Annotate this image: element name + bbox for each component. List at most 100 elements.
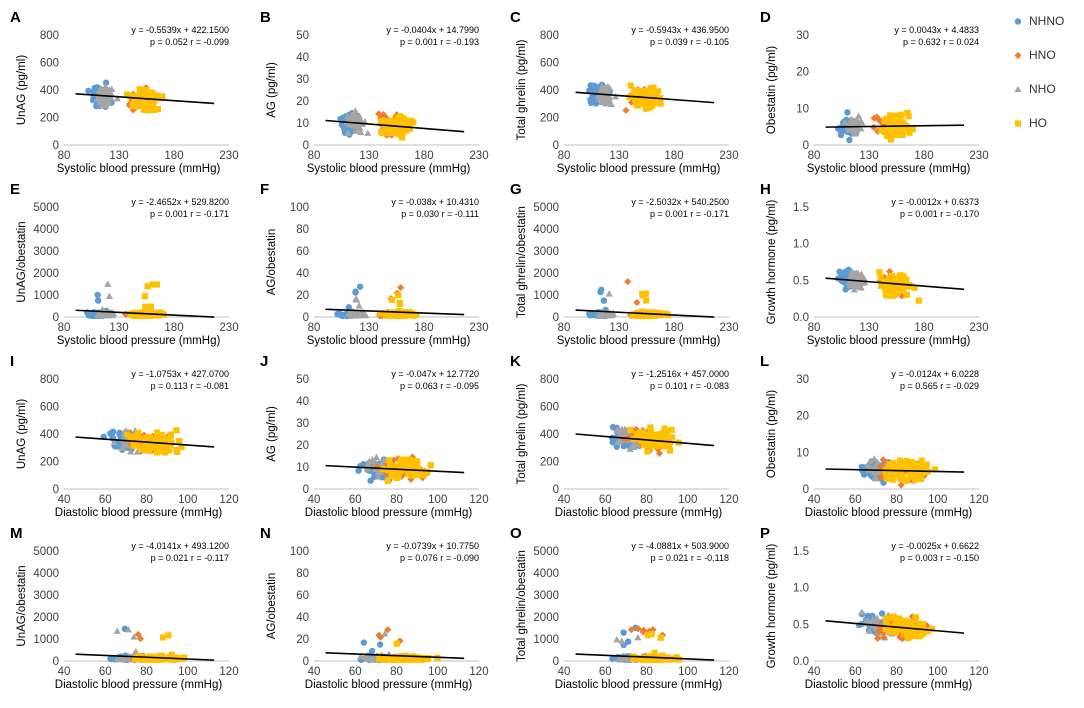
panel-e: E 0 1000 2000 3000 4000 5000 80 130 180 230Systoli… (10, 181, 239, 347)
y-axis-label: UnAG (pg/ml) (16, 399, 28, 469)
y-tick-label: 600 (40, 58, 59, 70)
y-axis-label: Total ghrelin (pg/ml) (516, 383, 528, 484)
regression-line (575, 653, 715, 661)
point-ho (127, 310, 134, 317)
point-nhno (376, 641, 384, 648)
legend-label: NHO (1029, 82, 1056, 96)
point-hno (885, 267, 894, 276)
regression-stats: p = 0.632 r = 0.024 (903, 37, 979, 47)
y-tick-label: 20 (796, 411, 809, 423)
point-ho (908, 283, 915, 290)
panel-letter: P (760, 525, 770, 542)
point-nhno (109, 429, 116, 437)
panel-letter: K (510, 353, 521, 370)
y-tick-label: 600 (540, 58, 559, 70)
x-tick-label: 40 (808, 666, 821, 678)
y-tick-label: 20 (796, 67, 809, 79)
point-nho (619, 654, 628, 662)
point-ho (900, 285, 907, 292)
point-ho (882, 625, 889, 632)
point-ho (176, 438, 183, 445)
x-tick-label: 40 (58, 666, 71, 678)
point-ho (646, 104, 654, 111)
panel-letter: O (510, 525, 522, 542)
y-tick-label: 2000 (33, 612, 59, 624)
point-hno (897, 481, 905, 489)
point-ho (379, 120, 386, 127)
x-tick-label: 130 (609, 150, 628, 162)
x-tick-label: 130 (109, 322, 128, 334)
point-nhno (620, 629, 627, 636)
x-tick-label: 80 (308, 150, 321, 162)
x-tick-label: 120 (719, 494, 738, 506)
regression-equation: y = -0.047x + 12.7720 (391, 369, 479, 379)
point-nho (374, 473, 382, 480)
point-hno (877, 117, 885, 125)
point-ho (384, 310, 391, 317)
x-tick-label: 180 (414, 150, 433, 162)
point-ho (130, 442, 137, 449)
x-tick-label: 130 (359, 150, 378, 162)
point-ho (146, 446, 153, 453)
point-ho (895, 463, 902, 470)
point-nho (601, 92, 609, 99)
point-nho (101, 82, 109, 90)
point-ho (157, 656, 164, 663)
point-ho (147, 303, 155, 310)
point-ho (901, 617, 908, 624)
point-ho (420, 472, 427, 479)
y-tick-label: 1.0 (793, 583, 809, 595)
point-hno (624, 277, 632, 286)
point-nho (604, 82, 612, 90)
y-tick-label: 40 (296, 268, 309, 280)
point-ho (886, 275, 893, 283)
point-nho (344, 129, 352, 136)
point-ho (632, 96, 639, 104)
scatter-points (334, 283, 420, 320)
point-ho (142, 303, 149, 310)
point-ho (897, 622, 904, 629)
x-axis-label: Diastolic blood pressure (mmHg) (805, 679, 973, 691)
point-nho (374, 468, 383, 475)
panel-letter: F (260, 181, 269, 198)
x-tick-label: 40 (558, 666, 571, 678)
point-ho (135, 429, 142, 436)
point-nho (634, 633, 642, 641)
x-axis-label: Diastolic blood pressure (mmHg) (555, 679, 723, 691)
point-ho (900, 276, 907, 284)
regression-line (75, 653, 215, 661)
scatter-points (608, 423, 682, 458)
point-hno (876, 277, 884, 285)
point-hno (398, 472, 406, 480)
regression-equation: y = -0.0025x + 0.6622 (891, 541, 979, 551)
point-ho (427, 462, 434, 469)
y-tick-label: 0 (553, 140, 559, 152)
y-tick-label: 1000 (33, 634, 59, 646)
point-ho (897, 125, 904, 132)
y-tick-label: 60 (296, 590, 309, 602)
point-ho (885, 282, 892, 290)
point-nho (618, 637, 626, 644)
scatter-points (835, 266, 922, 304)
point-nho (124, 626, 132, 633)
point-nho (605, 290, 613, 297)
y-axis-label: UnAG/obestatin (16, 565, 28, 646)
point-ho (880, 278, 888, 285)
y-tick-label: 30 (296, 418, 309, 430)
point-hno (375, 631, 383, 639)
point-ho (174, 448, 181, 456)
point-ho (150, 106, 157, 114)
point-ho (636, 432, 643, 439)
point-nho (848, 271, 857, 279)
x-tick-label: 80 (808, 322, 821, 334)
y-tick-label: 5000 (33, 202, 59, 214)
point-ho (905, 634, 912, 642)
point-nho (133, 448, 142, 455)
legend-item-hno: HNO (1012, 44, 1082, 66)
regression-line (575, 91, 715, 104)
point-ho (165, 447, 172, 454)
point-ho (165, 439, 173, 446)
regression-stats: p = 0.001 r = -0.171 (150, 209, 229, 219)
point-ho (891, 614, 898, 622)
point-ho (157, 448, 164, 455)
